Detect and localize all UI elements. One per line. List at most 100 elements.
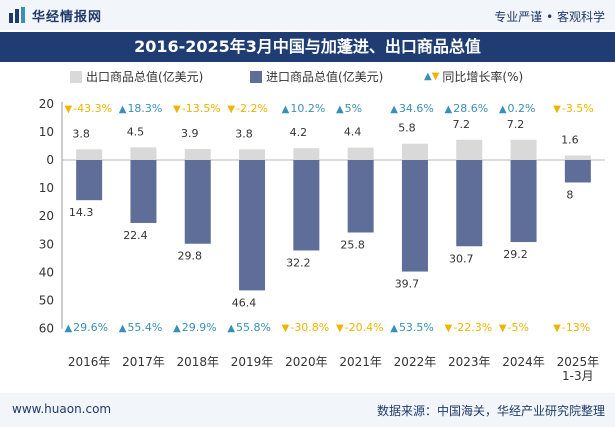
export-bar: [456, 139, 483, 160]
bar-chart: 20 10 0 10 20 30 40 50 60 3.8 14.3 ▼ -43.3% ▲ 29.6% 201…: [39, 97, 605, 383]
legend-export-label: 出口商品总值(亿美元): [86, 70, 204, 84]
import-value-label: 32.2: [286, 256, 311, 269]
export-bar: [184, 149, 211, 160]
export-value-label: 7.2: [453, 118, 471, 131]
import-growth-label: 53.5%: [399, 321, 434, 334]
x-category-label: 2016年: [68, 355, 111, 369]
import-growth-triangle-down-icon: ▼: [336, 323, 344, 334]
export-value-label: 3.9: [181, 127, 199, 140]
export-value-label: 3.8: [235, 127, 253, 140]
export-growth-triangle-up-icon: ▲: [390, 104, 398, 115]
top-bar: 华经情报网 专业严谨 • 客观科学: [0, 0, 615, 30]
export-value-label: 4.4: [344, 126, 362, 139]
y-tick-label: 20: [39, 209, 54, 223]
import-growth-label: -5%: [508, 321, 529, 334]
logo[interactable]: 华经情报网: [8, 6, 103, 25]
import-growth-label: 29.6%: [73, 321, 108, 334]
import-value-label: 29.2: [503, 248, 528, 261]
export-growth-label: 18.3%: [127, 102, 162, 115]
import-value-label: 8: [566, 188, 573, 201]
logo-text: 华经情报网: [32, 9, 103, 25]
export-value-label: 5.8: [398, 122, 416, 135]
y-tick-label: 30: [39, 237, 54, 251]
y-tick-label: 40: [39, 265, 54, 279]
export-growth-triangle-down-icon: ▼: [227, 104, 235, 115]
export-bar: [130, 147, 157, 160]
import-bar: [239, 160, 266, 291]
export-bar: [401, 143, 428, 160]
export-growth-triangle-up-icon: ▲: [282, 104, 290, 115]
triangle-up-icon: ▲: [424, 71, 432, 82]
export-growth-label: 5%: [345, 102, 362, 115]
import-growth-label: 29.9%: [182, 321, 217, 334]
export-bar: [347, 147, 374, 160]
export-growth-label: 10.2%: [290, 102, 325, 115]
import-growth-label: 55.8%: [236, 321, 271, 334]
import-bar: [456, 160, 483, 247]
y-tick-label: 20: [39, 97, 54, 111]
import-growth-label: -22.3%: [453, 321, 492, 334]
export-growth-triangle-up-icon: ▲: [119, 104, 127, 115]
x-category-label: 2025年: [557, 355, 600, 369]
y-tick-label: 10: [39, 181, 54, 195]
legend-export: 出口商品总值(亿美元): [70, 68, 203, 85]
import-growth-triangle-up-icon: ▲: [173, 323, 181, 334]
import-bar: [347, 160, 374, 233]
import-bar: [564, 160, 591, 183]
logo-icon: [9, 7, 25, 23]
footer: www.huaon.com 数据来源：中国海关，华经产业研究院整理: [0, 393, 615, 427]
x-category-label: 2018年: [176, 355, 219, 369]
import-growth-label: 55.4%: [127, 321, 162, 334]
chart-legend: 出口商品总值(亿美元) 进口商品总值(亿美元) ▲ ▼ 同比增长率(%): [0, 66, 615, 86]
export-value-label: 4.2: [290, 126, 308, 139]
export-value-label: 1.6: [561, 134, 579, 147]
export-value-label: 4.5: [127, 125, 145, 138]
y-tick-label: 50: [39, 294, 54, 308]
import-value-label: 29.8: [178, 250, 203, 263]
import-value-label: 25.8: [340, 238, 365, 251]
export-bar: [239, 149, 266, 160]
legend-growth-label: 同比增长率(%): [442, 70, 524, 84]
import-growth-triangle-down-icon: ▼: [553, 323, 561, 334]
x-category-label: 2024年: [502, 355, 545, 369]
footer-url[interactable]: www.huaon.com: [12, 402, 112, 416]
export-growth-label: -2.2%: [236, 102, 268, 115]
legend-export-swatch: [70, 70, 82, 83]
import-value-label: 14.3: [69, 206, 94, 219]
import-growth-label: -13%: [562, 321, 590, 334]
x-category-label: 2017年: [122, 355, 165, 369]
chart-title: 2016-2025年3月中国与加蓬进、出口商品总值: [0, 32, 615, 62]
x-category-label: 2019年: [231, 355, 274, 369]
y-tick-label: 60: [39, 322, 54, 336]
x-category-label: 1-3月: [562, 369, 594, 383]
export-growth-label: -43.3%: [73, 102, 112, 115]
export-bar: [76, 149, 103, 160]
import-bar: [293, 160, 320, 251]
import-growth-triangle-up-icon: ▲: [227, 323, 235, 334]
footer-source: 数据来源：中国海关，华经产业研究院整理: [376, 404, 605, 418]
import-value-label: 22.4: [123, 229, 148, 242]
x-category-label: 2020年: [285, 355, 328, 369]
legend-growth: ▲ ▼ 同比增长率(%): [424, 68, 523, 85]
export-bar: [293, 148, 320, 160]
export-growth-label: 34.6%: [399, 102, 434, 115]
import-bar: [76, 160, 103, 201]
y-tick-label: 0: [46, 153, 54, 167]
import-growth-triangle-down-icon: ▼: [282, 323, 290, 334]
legend-import-label: 进口商品总值(亿美元): [266, 70, 384, 84]
x-category-label: 2023年: [448, 355, 491, 369]
import-bar: [401, 160, 428, 272]
import-growth-triangle-up-icon: ▲: [390, 323, 398, 334]
export-growth-triangle-down-icon: ▼: [553, 104, 561, 115]
export-growth-triangle-up-icon: ▲: [445, 104, 453, 115]
y-tick-label: 10: [39, 125, 54, 139]
import-value-label: 39.7: [395, 278, 420, 291]
import-bar: [510, 160, 537, 243]
import-bar: [130, 160, 157, 223]
export-growth-triangle-up-icon: ▲: [499, 104, 507, 115]
export-growth-label: 0.2%: [508, 102, 536, 115]
import-value-label: 30.7: [449, 252, 474, 265]
import-bar: [184, 160, 211, 244]
export-bar: [564, 155, 591, 160]
